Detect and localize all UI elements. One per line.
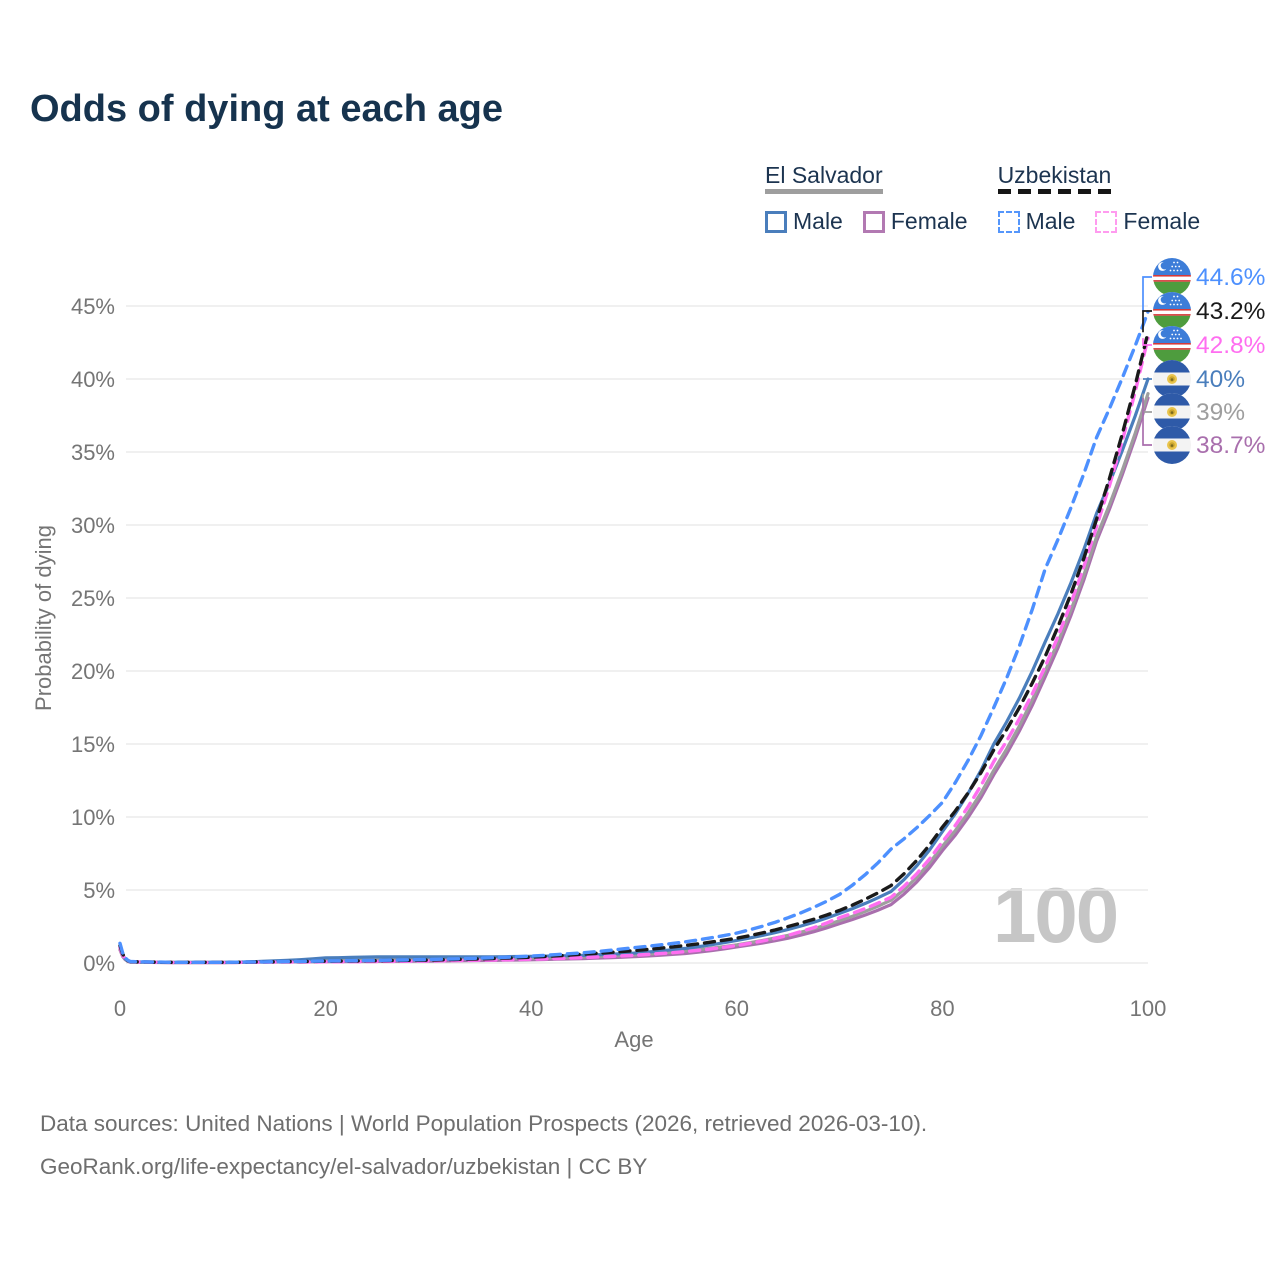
end-value-uzbekistan-male: 44.6% [1196,264,1265,291]
footer-source-line: Data sources: United Nations | World Pop… [40,1111,928,1136]
legend-entry-uzbekistan-male[interactable]: Male [997,208,1076,235]
gridlines [126,305,1148,964]
leader-line-uzbekistan-male [1142,276,1152,312]
legend-linestyle-uzbekistan-icon [997,189,1112,194]
series-line-uzbekistan-female[interactable] [118,336,1150,965]
series-lines [118,310,1150,965]
end-value-el-salvador-female: 38.7% [1196,432,1265,459]
series-line-el-salvador-both[interactable] [118,392,1150,965]
y-tick-45: 45% [71,294,115,319]
legend-group-el-salvador: El Salvador Male Female [765,162,968,235]
series-line-uzbekistan-male[interactable] [118,310,1150,964]
y-axis-tick-labels: 0% 5% 10% 15% 20% 25% 30% 35% 40% 45% [71,294,115,976]
legend-entry-uzbekistan-female[interactable]: Female [1095,208,1200,235]
legend: El Salvador Male Female Uzbekistan Male Femal… [765,162,1200,235]
end-value-el-salvador-male: 40% [1196,366,1245,393]
y-tick-30: 30% [71,513,115,538]
x-tick-100: 100 [1130,996,1167,1021]
series-line-uzbekistan-both[interactable] [118,330,1150,964]
legend-swatch-icon [765,210,787,233]
end-value-annotations: 44.6% 43.2% 42.8% 40% 39% 38.7% [1142,258,1265,464]
x-axis-tick-labels: 0 20 40 60 80 100 [114,996,1166,1021]
y-tick-35: 35% [71,440,115,465]
leader-line-uzbekistan-both [1142,310,1152,333]
legend-entry-label: Female [1123,208,1201,234]
legend-entry-el-salvador-male[interactable]: Male [765,208,843,235]
page-title: Odds of dying at each age [30,88,503,130]
flag-uzbekistan-icon [1153,326,1191,364]
flag-el-salvador-icon [1153,393,1191,431]
footer: Data sources: United Nations | World Pop… [40,1102,927,1188]
x-tick-60: 60 [725,996,749,1021]
end-value-uzbekistan-both: 43.2% [1196,298,1265,325]
x-tick-80: 80 [930,996,954,1021]
y-tick-5: 5% [83,878,115,903]
legend-entry-label: Female [890,208,968,234]
series-line-el-salvador-female[interactable] [118,396,1150,965]
leader-line-el-salvador-female [1142,398,1152,446]
footer-attribution-line: GeoRank.org/life-expectancy/el-salvador/… [40,1154,648,1179]
end-value-el-salvador-both: 39% [1196,399,1245,426]
end-value-uzbekistan-female: 42.8% [1196,332,1265,359]
legend-swatch-icon [997,210,1020,233]
x-tick-20: 20 [313,996,337,1021]
y-tick-40: 40% [71,367,115,392]
flag-uzbekistan-icon [1153,292,1191,330]
flag-el-salvador-icon [1153,426,1191,464]
legend-country-uzbekistan: Uzbekistan [997,162,1112,200]
x-tick-0: 0 [114,996,126,1021]
y-tick-20: 20% [71,659,115,684]
y-tick-10: 10% [71,805,115,830]
leader-line-uzbekistan-female [1142,338,1152,346]
y-tick-15: 15% [71,732,115,757]
y-tick-25: 25% [71,586,115,611]
legend-swatch-icon [862,210,885,233]
flag-el-salvador-icon [1153,360,1191,398]
flag-badges [1153,258,1191,464]
legend-entry-label: Male [793,208,843,234]
legend-entry-label: Male [1025,208,1076,234]
flag-uzbekistan-icon [1153,258,1191,296]
y-tick-0: 0% [83,951,115,976]
legend-linestyle-el-salvador-icon [765,189,883,194]
legend-swatch-icon [1095,210,1118,233]
legend-country-el-salvador: El Salvador [765,162,883,200]
age-watermark: 100 [993,871,1119,959]
legend-group-uzbekistan: Uzbekistan Male Female [997,162,1200,235]
x-axis-title: Age [614,1027,654,1052]
x-tick-40: 40 [519,996,543,1021]
legend-entry-el-salvador-female[interactable]: Female [862,208,968,235]
